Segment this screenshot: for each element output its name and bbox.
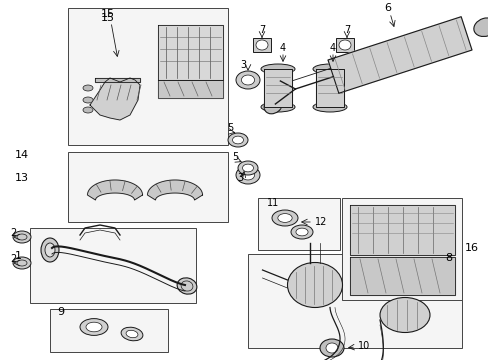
Bar [335, 38, 353, 52]
Ellipse shape [271, 210, 297, 226]
Text: 5: 5 [226, 123, 233, 133]
Polygon shape [349, 205, 454, 255]
Ellipse shape [312, 102, 346, 112]
Ellipse shape [312, 64, 346, 74]
Text: 7: 7 [343, 25, 349, 35]
Polygon shape [90, 78, 140, 120]
Polygon shape [327, 17, 471, 93]
Text: 4: 4 [279, 43, 285, 53]
Ellipse shape [261, 102, 294, 112]
Ellipse shape [379, 297, 429, 333]
Ellipse shape [277, 213, 291, 222]
Bar [247, 254, 461, 348]
Text: 4: 4 [329, 43, 335, 53]
Text: 16: 16 [464, 243, 478, 253]
Text: 15: 15 [101, 13, 115, 23]
Ellipse shape [242, 164, 253, 172]
Text: 11: 11 [266, 198, 279, 208]
Ellipse shape [473, 18, 488, 36]
Polygon shape [315, 69, 343, 107]
Polygon shape [158, 25, 223, 80]
Bar [68, 152, 227, 222]
Text: 1: 1 [15, 251, 22, 261]
Ellipse shape [232, 136, 243, 144]
Text: 10: 10 [357, 341, 369, 351]
Ellipse shape [241, 75, 254, 85]
Ellipse shape [126, 330, 138, 338]
Text: 15: 15 [101, 9, 115, 19]
Text: 9: 9 [57, 307, 64, 317]
Polygon shape [264, 69, 291, 107]
Ellipse shape [177, 278, 197, 294]
Ellipse shape [241, 170, 254, 180]
Text: 5: 5 [231, 152, 238, 162]
Text: 12: 12 [314, 217, 326, 227]
Ellipse shape [121, 327, 142, 341]
Ellipse shape [319, 339, 343, 357]
Bar [252, 38, 270, 52]
Ellipse shape [338, 40, 350, 50]
Polygon shape [349, 257, 454, 295]
Polygon shape [87, 180, 142, 200]
Text: 2: 2 [10, 228, 16, 238]
Ellipse shape [256, 40, 267, 50]
Bar [68, 8, 227, 145]
Bar [258, 198, 339, 250]
Ellipse shape [238, 161, 258, 175]
Ellipse shape [295, 228, 307, 236]
Text: 6: 6 [384, 3, 391, 13]
Ellipse shape [80, 319, 108, 336]
Ellipse shape [287, 262, 342, 307]
Ellipse shape [261, 64, 294, 74]
Polygon shape [147, 180, 202, 200]
Bar [50, 309, 168, 352]
Ellipse shape [45, 243, 55, 257]
Ellipse shape [86, 322, 102, 332]
Ellipse shape [269, 72, 289, 88]
Ellipse shape [13, 257, 31, 269]
Ellipse shape [236, 166, 260, 184]
Text: 14: 14 [15, 150, 29, 160]
Bar [30, 228, 196, 303]
Bar [341, 198, 461, 300]
Text: 3: 3 [240, 60, 245, 70]
Ellipse shape [83, 97, 93, 103]
Ellipse shape [41, 238, 59, 262]
Ellipse shape [290, 225, 312, 239]
Text: 7: 7 [258, 25, 264, 35]
Text: 2: 2 [10, 254, 16, 264]
Ellipse shape [83, 85, 93, 91]
Ellipse shape [13, 231, 31, 243]
Ellipse shape [83, 107, 93, 113]
Polygon shape [158, 80, 223, 98]
Polygon shape [95, 78, 140, 82]
Ellipse shape [264, 96, 282, 114]
Text: 3: 3 [237, 173, 243, 183]
Text: 13: 13 [15, 173, 29, 183]
Ellipse shape [227, 133, 247, 147]
Text: 8: 8 [445, 253, 451, 263]
Ellipse shape [236, 71, 260, 89]
Ellipse shape [325, 343, 337, 353]
